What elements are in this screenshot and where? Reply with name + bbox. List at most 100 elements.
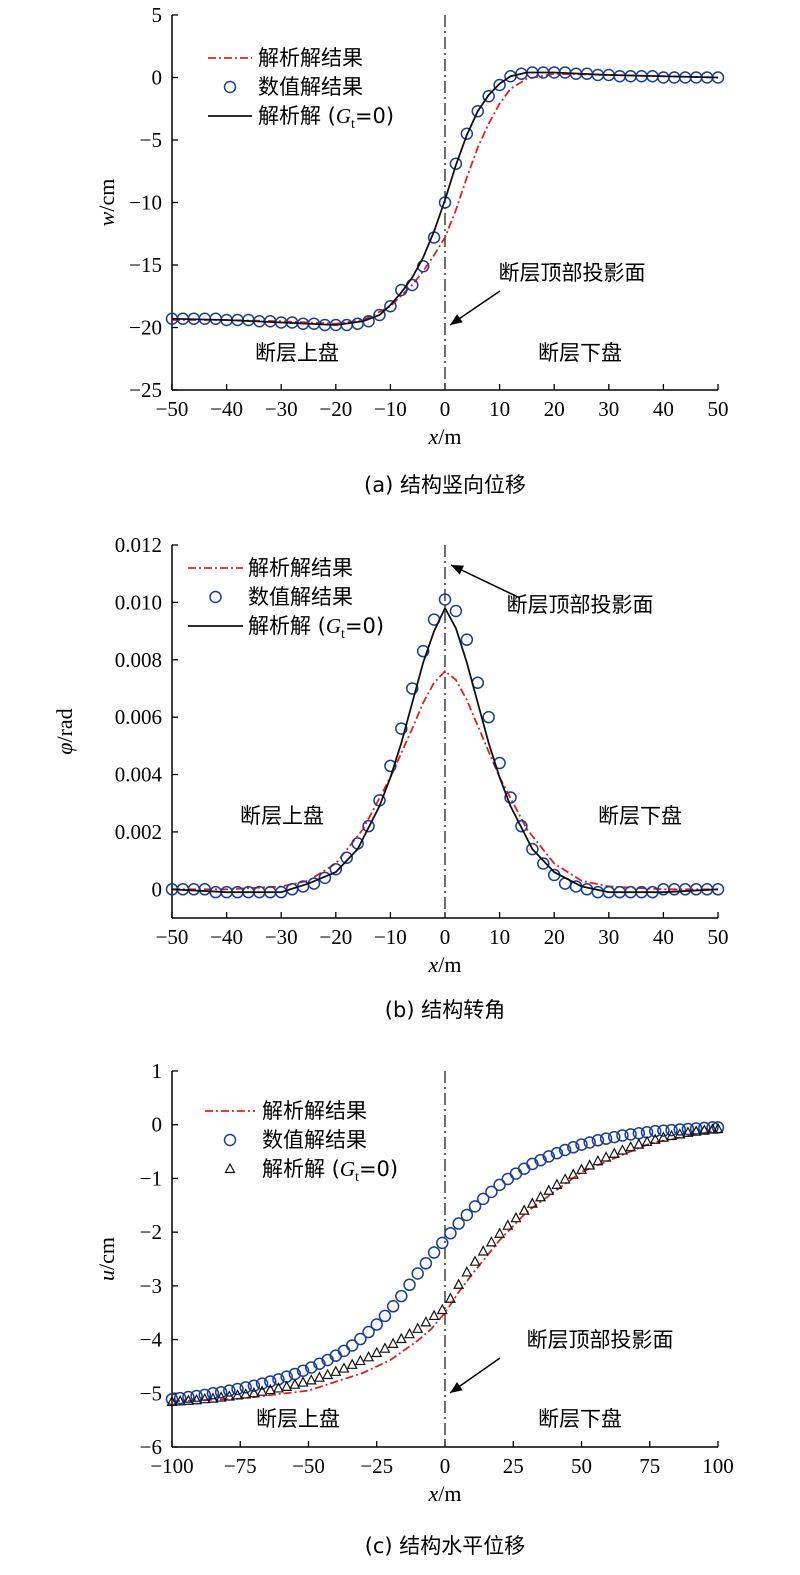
y-axis-label: u/cm (94, 1237, 119, 1281)
series-line-analytic (172, 72, 719, 325)
y-axis-unit: /rad (52, 708, 77, 742)
data-point-numeric (255, 1377, 269, 1390)
y-tick-label: 0.008 (115, 648, 162, 672)
data-point-gt0 (666, 1129, 678, 1141)
x-axis-label: x/m (428, 1481, 462, 1506)
data-point-gt0 (248, 1387, 260, 1398)
y-tick-label: −5 (140, 1381, 162, 1405)
x-axis-unit: /m (438, 424, 461, 449)
legend-label-gt0-symbol: G (326, 614, 341, 638)
data-point-gt0 (371, 1346, 383, 1358)
data-point-numeric (493, 1178, 506, 1192)
series-2 (171, 606, 719, 894)
data-point-gt0 (712, 1122, 724, 1134)
x-tick-label: −40 (210, 397, 243, 421)
data-point-numeric (340, 318, 353, 332)
data-point-numeric (239, 1381, 252, 1394)
data-point-gt0 (256, 1385, 268, 1396)
annotation-arrow-head (451, 565, 464, 575)
y-tick-label: −15 (129, 253, 162, 277)
data-point-numeric (526, 1157, 539, 1171)
x-tick-label: −20 (319, 397, 352, 421)
data-point-gt0 (510, 1211, 522, 1223)
region-label-hanging-wall: 断层上盘 (256, 1407, 340, 1431)
data-point-numeric (668, 71, 681, 84)
data-point-numeric (395, 283, 408, 297)
y-tick-label: 0.006 (115, 705, 162, 729)
legend-label-gt0-prefix: 解析解 ( (248, 614, 326, 638)
data-point-gt0 (404, 1327, 416, 1339)
x-tick-label: 50 (708, 397, 729, 421)
data-point-numeric (386, 1300, 400, 1313)
legend-label-gt0-symbol: G (340, 1157, 355, 1181)
region-label-footwall: 断层下盘 (538, 341, 622, 365)
x-tick-label: −10 (374, 397, 407, 421)
annotation-label: 断层顶部投影面 (507, 593, 654, 617)
data-point-numeric (419, 1257, 433, 1270)
data-point-gt0 (207, 1392, 219, 1403)
x-tick-label: −50 (156, 925, 189, 949)
data-point-gt0 (428, 1309, 440, 1321)
legend-label-gt0-prefix: 解析解 ( (258, 104, 336, 128)
data-point-gt0 (485, 1236, 497, 1247)
data-point-numeric (575, 1138, 588, 1151)
series-line-analytic (172, 670, 718, 891)
data-point-numeric (351, 317, 364, 330)
chart-panel-1: −50 −40 −30 −20 −10 0 10 20 30 40 50 0 0.002 0.004 0.0… (52, 533, 729, 1022)
data-point-gt0 (453, 1278, 465, 1289)
x-tick-label: 25 (503, 1454, 524, 1478)
data-point-numeric (698, 1121, 711, 1135)
y-axis-label: φ/rad (52, 708, 77, 754)
data-point-gt0 (608, 1147, 620, 1158)
region-label-hanging-wall: 断层上盘 (255, 341, 339, 365)
chart-panel-0: −50 −40 −30 −20 −10 0 10 20 30 40 50−25−20−15−10−5… (94, 3, 729, 497)
y-tick-label: −4 (140, 1328, 163, 1352)
x-tick-label: −30 (265, 925, 298, 949)
x-tick-label: 30 (598, 925, 619, 949)
x-axis-unit: /m (438, 1481, 461, 1506)
data-point-gt0 (535, 1190, 547, 1202)
data-point-numeric (583, 1136, 596, 1149)
data-point-numeric (329, 862, 343, 876)
data-point-gt0 (477, 1245, 489, 1256)
data-point-gt0 (166, 1395, 178, 1406)
data-point-numeric (550, 1146, 564, 1160)
panel-caption: (c) 结构水平位移 (365, 1534, 526, 1558)
data-point-numeric (482, 90, 495, 103)
data-point-gt0 (313, 1371, 325, 1382)
panel-caption: (a) 结构竖向位移 (364, 473, 526, 497)
y-axis-label: w/cm (94, 179, 119, 227)
data-point-gt0 (379, 1342, 391, 1353)
data-point-numeric (362, 819, 375, 833)
data-point-numeric (509, 1167, 523, 1180)
legend-swatch-numeric (209, 590, 222, 604)
y-tick-label: −3 (140, 1274, 162, 1298)
data-point-gt0 (191, 1393, 203, 1405)
data-point-gt0 (690, 1125, 702, 1136)
y-tick-label: −25 (129, 378, 162, 402)
data-point-gt0 (551, 1178, 563, 1189)
data-point-gt0 (330, 1365, 342, 1376)
region-label-footwall: 断层下盘 (598, 804, 682, 828)
series-line-gt0 (171, 71, 719, 326)
y-axis-var: w (94, 211, 119, 226)
y-tick-label: 0.010 (115, 590, 162, 614)
data-point-gt0 (444, 1292, 456, 1303)
data-point-gt0 (354, 1354, 366, 1366)
data-point-numeric (558, 1143, 572, 1157)
x-tick-label: 0 (440, 1454, 451, 1478)
legend-label-gt0-symbol: G (336, 104, 351, 128)
series-0 (171, 1129, 719, 1403)
data-point-numeric (482, 710, 495, 724)
data-point-numeric (384, 300, 397, 313)
data-point-numeric (411, 1267, 424, 1280)
data-point-numeric (373, 308, 386, 322)
legend-label-gt0-subscript: t (351, 117, 355, 132)
x-tick-label: −10 (374, 925, 407, 949)
data-point-gt0 (346, 1358, 358, 1369)
legend-label-gt0-suffix: =0) (359, 1157, 398, 1181)
annotation-arrow-shaft (450, 564, 521, 599)
data-point-numeric (214, 1385, 228, 1399)
data-point-gt0 (264, 1383, 276, 1395)
